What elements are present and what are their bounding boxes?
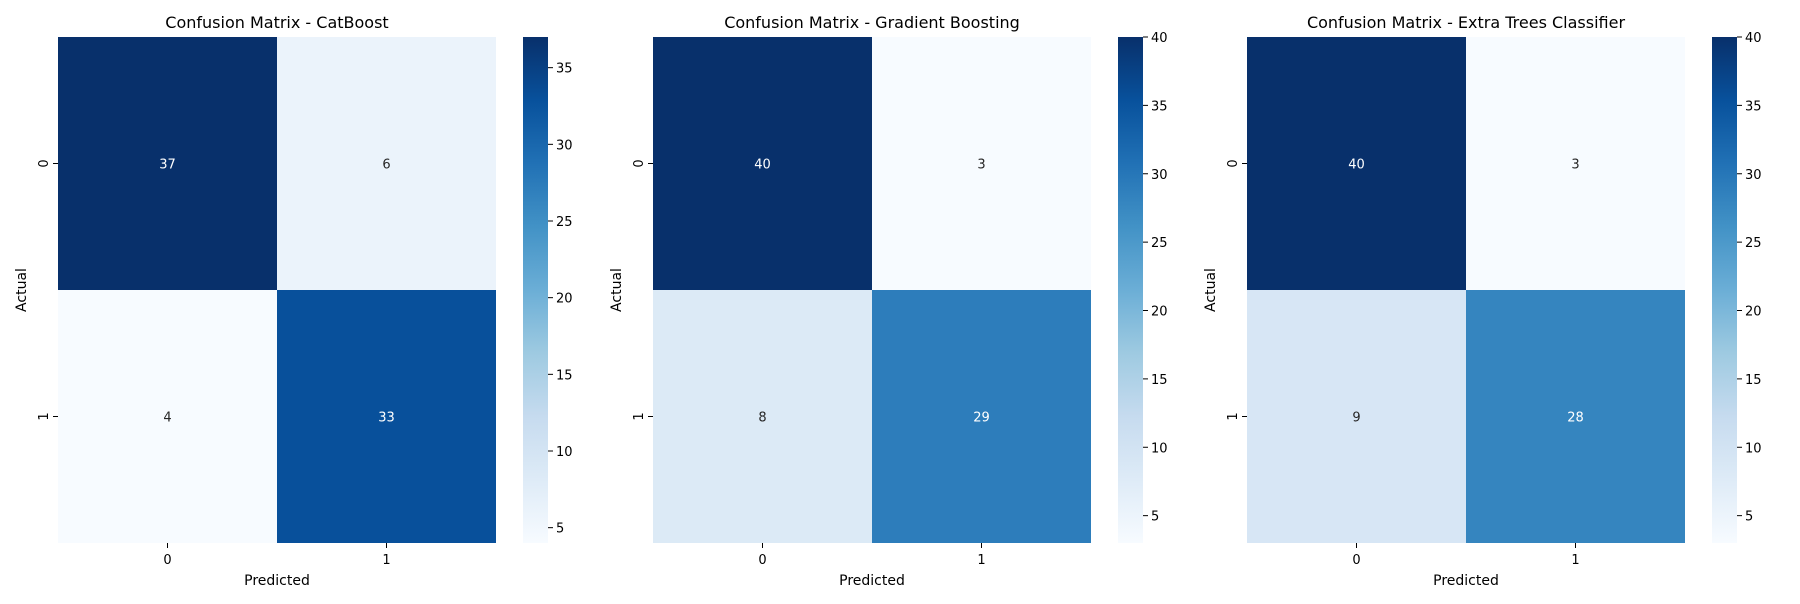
colorbar-tick-label: 20 xyxy=(1151,305,1168,320)
heatmap-cell xyxy=(58,37,277,290)
y-axis-label: Actual xyxy=(14,268,30,312)
cell-annotation: 28 xyxy=(1567,411,1584,426)
x-axis-label: Predicted xyxy=(244,573,310,589)
y-tick-label: 0 xyxy=(37,159,52,167)
heatmap-cell xyxy=(1247,37,1466,290)
y-tick-label: 0 xyxy=(632,159,647,167)
y-axis-label: Actual xyxy=(1203,268,1219,312)
colorbar-tick-label: 10 xyxy=(556,445,573,460)
panel-title: Confusion Matrix - Gradient Boosting xyxy=(724,13,1020,32)
colorbar-tick-label: 35 xyxy=(1745,99,1762,114)
confusion-matrix-panel-2: Confusion Matrix - Extra Trees Classifie… xyxy=(1203,13,1762,589)
colorbar-tick-label: 5 xyxy=(1151,510,1159,525)
x-tick-label: 1 xyxy=(977,553,985,568)
x-tick-label: 0 xyxy=(163,553,171,568)
heatmap-cell xyxy=(277,37,496,290)
colorbar-tick-label: 10 xyxy=(1151,441,1168,456)
heatmap-cell xyxy=(1466,37,1685,290)
y-tick-label: 1 xyxy=(632,412,647,420)
cell-annotation: 40 xyxy=(754,158,771,173)
colorbar-tick-label: 5 xyxy=(1745,510,1753,525)
heatmap-cell xyxy=(872,37,1091,290)
colorbar-tick-label: 25 xyxy=(1745,236,1762,251)
colorbar-tick-label: 35 xyxy=(556,62,573,77)
x-tick-label: 1 xyxy=(1571,553,1579,568)
cell-annotation: 3 xyxy=(1571,158,1579,173)
confusion-matrix-panel-1: Confusion Matrix - Gradient Boosting 40 3 8… xyxy=(609,13,1168,589)
heatmap-cell xyxy=(653,290,872,543)
x-tick-label: 0 xyxy=(1352,553,1360,568)
y-tick-label: 1 xyxy=(37,412,52,420)
heatmap-cell xyxy=(653,37,872,290)
panel-title: Confusion Matrix - CatBoost xyxy=(165,13,388,32)
colorbar-tick-label: 40 xyxy=(1745,31,1762,46)
panel-title: Confusion Matrix - Extra Trees Classifie… xyxy=(1307,13,1626,32)
colorbar-tick-label: 40 xyxy=(1151,31,1168,46)
cell-annotation: 4 xyxy=(163,411,171,426)
cell-annotation: 8 xyxy=(758,411,766,426)
colorbar-tick-label: 35 xyxy=(1151,99,1168,114)
colorbar-tick-label: 20 xyxy=(1745,305,1762,320)
x-tick-label: 0 xyxy=(758,553,766,568)
cell-annotation: 9 xyxy=(1352,411,1360,426)
colorbar-tick-label: 25 xyxy=(556,215,573,230)
heatmap-cell xyxy=(872,290,1091,543)
x-axis-label: Predicted xyxy=(839,573,905,589)
colorbar-tick-label: 15 xyxy=(556,368,573,383)
cell-annotation: 3 xyxy=(977,158,985,173)
colorbar-tick-label: 5 xyxy=(556,522,564,537)
cell-annotation: 6 xyxy=(382,158,390,173)
x-axis-label: Predicted xyxy=(1433,573,1499,589)
cell-annotation: 40 xyxy=(1348,158,1365,173)
colorbar-tick-label: 30 xyxy=(556,138,573,153)
colorbar-tick-label: 15 xyxy=(1151,373,1168,388)
y-axis-label: Actual xyxy=(609,268,625,312)
colorbar-tick-label: 10 xyxy=(1745,441,1762,456)
colorbar-tick-label: 25 xyxy=(1151,236,1168,251)
heatmap-cell xyxy=(1247,290,1466,543)
x-tick-label: 1 xyxy=(382,553,390,568)
colorbar xyxy=(1712,37,1737,543)
cell-annotation: 37 xyxy=(159,158,176,173)
cell-annotation: 29 xyxy=(973,411,990,426)
colorbar-tick-label: 30 xyxy=(1151,168,1168,183)
colorbar xyxy=(1118,37,1143,543)
heatmap-cell xyxy=(277,290,496,543)
cell-annotation: 33 xyxy=(378,411,395,426)
colorbar-tick-label: 30 xyxy=(1745,168,1762,183)
heatmap-cell xyxy=(1466,290,1685,543)
heatmap-cell xyxy=(58,290,277,543)
y-tick-label: 0 xyxy=(1226,159,1241,167)
colorbar-tick-label: 15 xyxy=(1745,373,1762,388)
confusion-matrix-panel-0: Confusion Matrix - CatBoost 37 6 4 33 0 1 Predi… xyxy=(14,13,573,589)
colorbar-tick-label: 20 xyxy=(556,292,573,307)
colorbar xyxy=(523,37,548,543)
y-tick-label: 1 xyxy=(1226,412,1241,420)
